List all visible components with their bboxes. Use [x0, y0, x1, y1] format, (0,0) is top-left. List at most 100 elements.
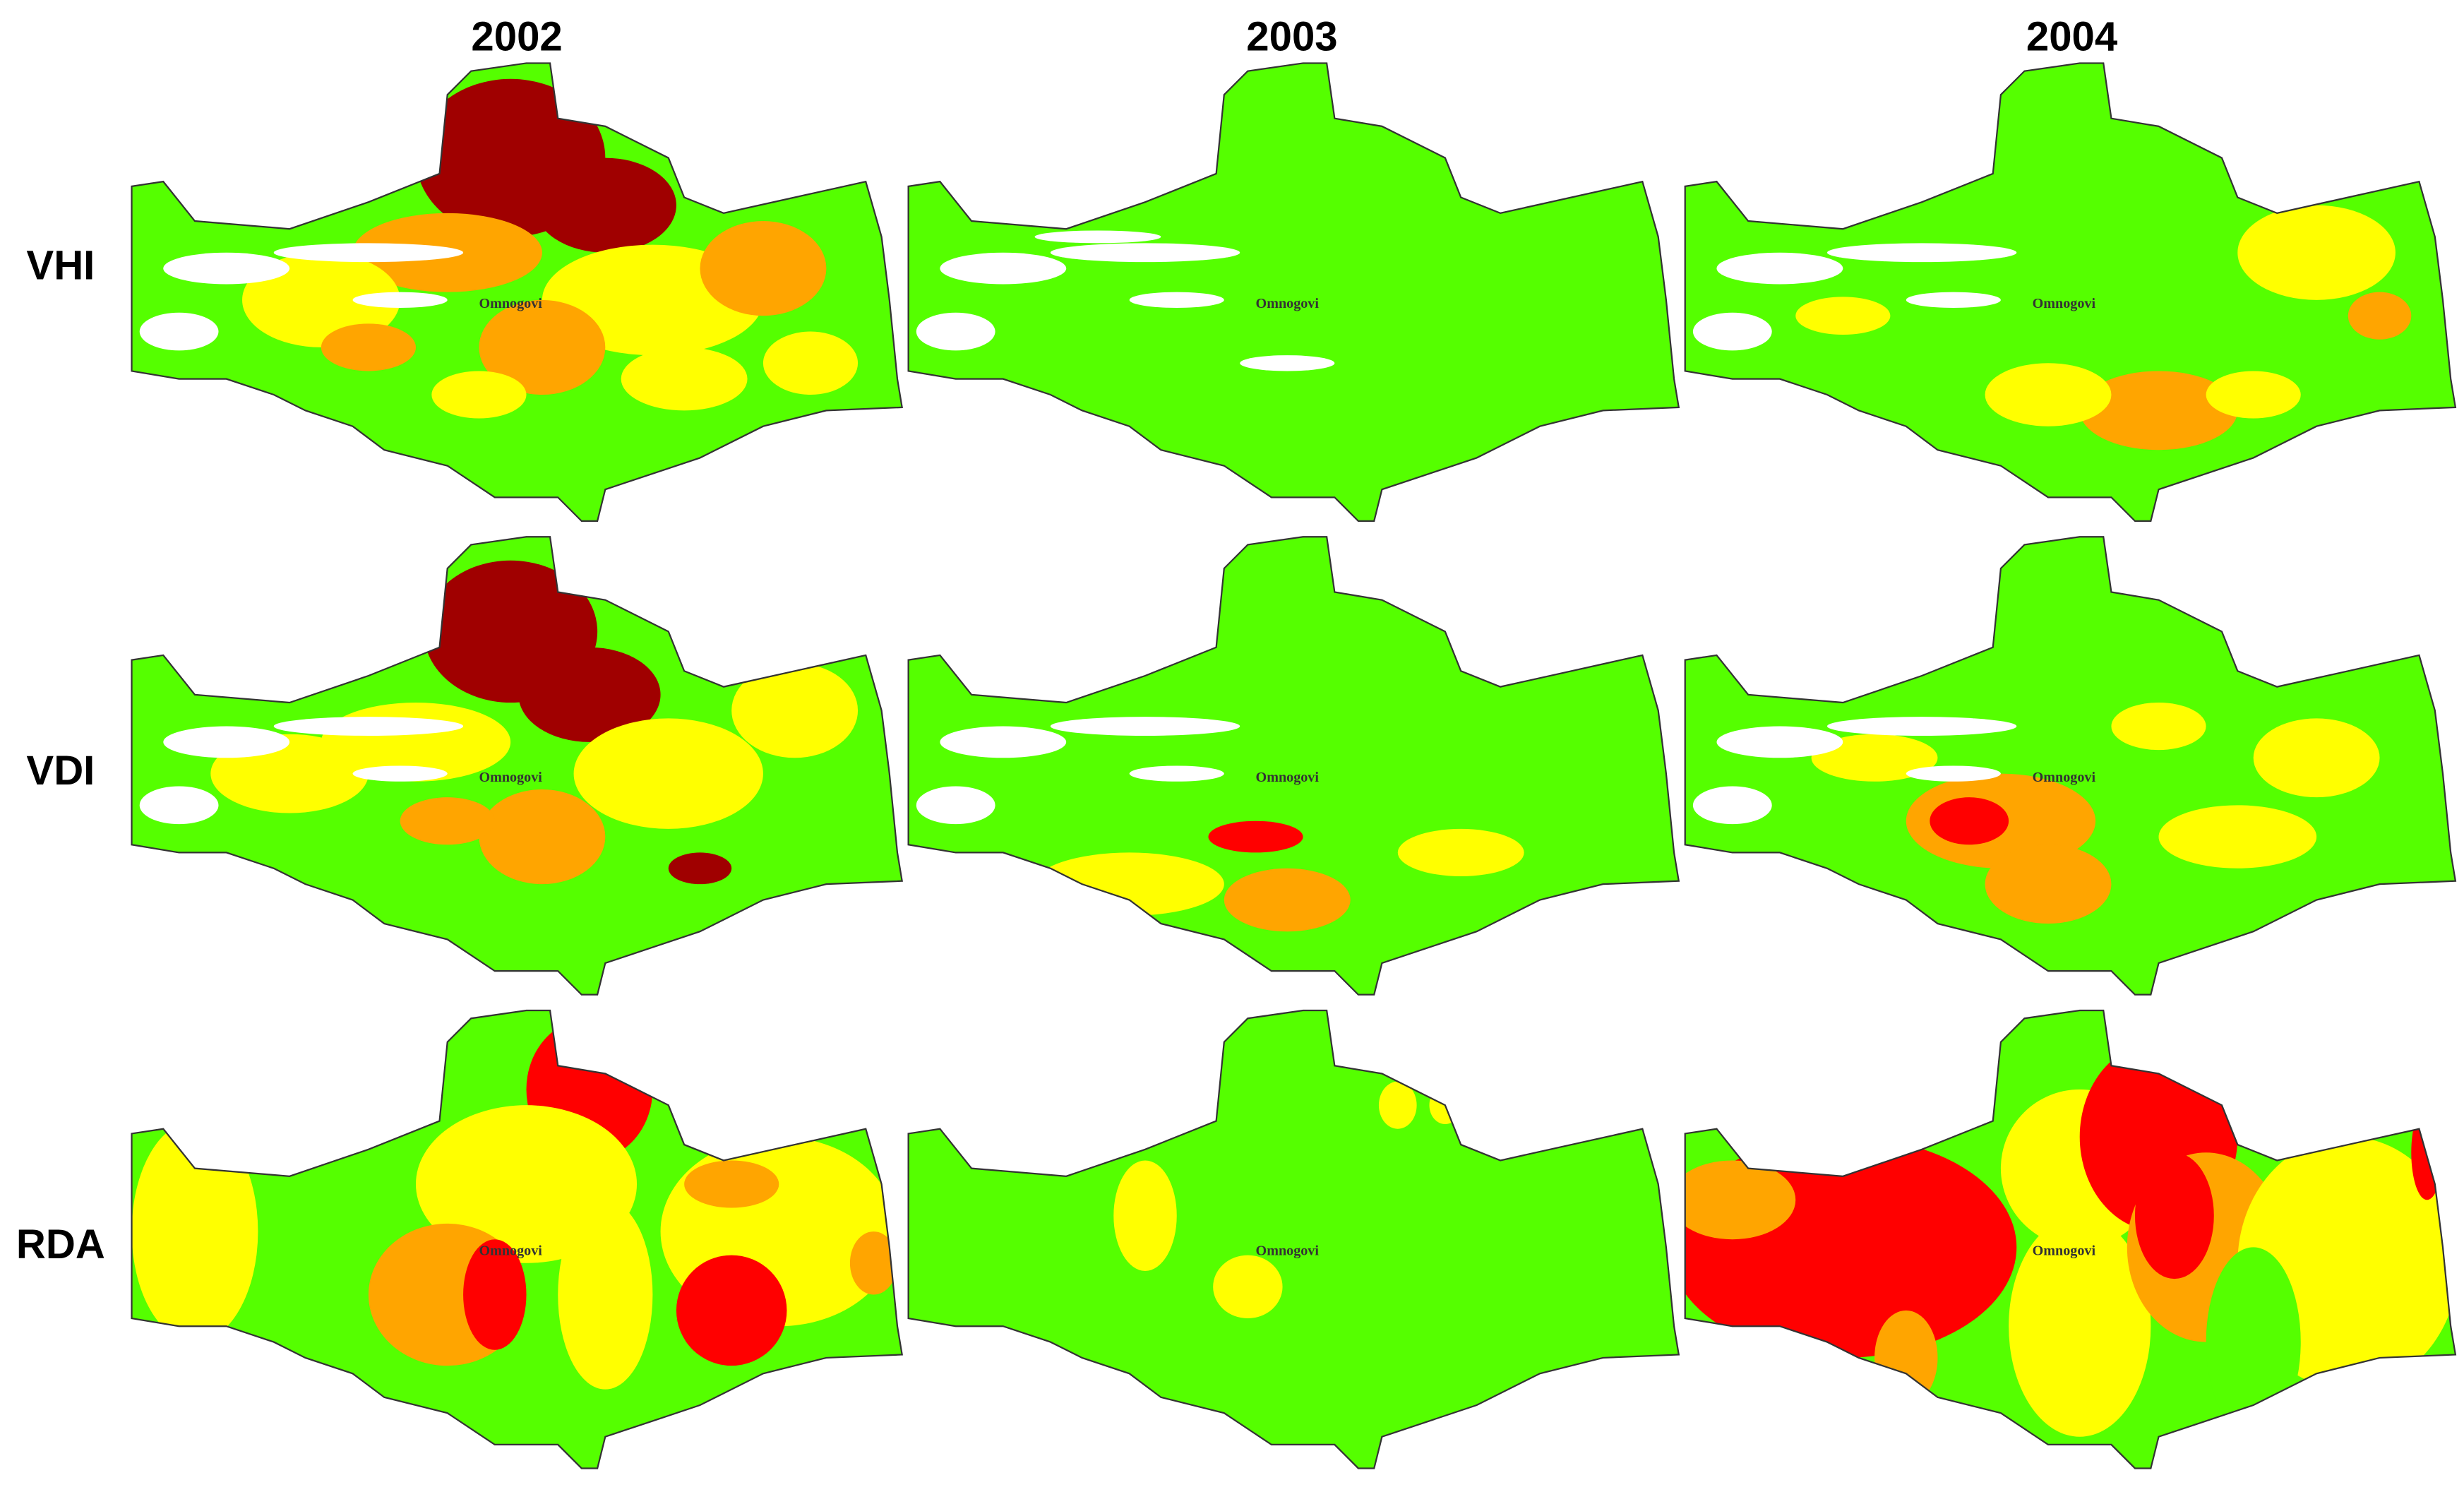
index-zone: [1795, 297, 1891, 335]
index-zone: [668, 852, 732, 885]
place-label: Omnogovi: [479, 770, 542, 785]
index-zone: [1685, 1160, 1796, 1240]
index-zone: [2253, 718, 2380, 798]
index-zone: [1716, 726, 1843, 758]
index-zone: [1034, 230, 1161, 244]
index-zone: [676, 1255, 787, 1366]
index-zone: [131, 1121, 258, 1342]
index-zone: [558, 1200, 653, 1390]
map-panel: Omnogovi: [907, 536, 1680, 996]
map-outline: [131, 1009, 903, 1469]
index-zone: [731, 663, 859, 758]
index-zone: [1898, 1405, 1946, 1469]
index-zone: [1129, 765, 1224, 782]
map-outline: [907, 62, 1680, 522]
place-label: Omnogovi: [2033, 296, 2096, 311]
column-header: 2003: [1246, 14, 1337, 60]
index-zone: [1378, 1081, 1417, 1129]
map-outline: [131, 62, 903, 522]
row-label: RDA: [16, 1222, 105, 1267]
index-zone: [1129, 292, 1224, 309]
index-zone: [684, 1160, 779, 1208]
index-zone: [163, 726, 290, 758]
index-zone: [1692, 786, 1772, 825]
index-zone: [479, 789, 606, 885]
index-zone: [2308, 915, 2388, 948]
index-zone: [2411, 1105, 2443, 1200]
column-header: 2002: [471, 14, 562, 60]
index-zone: [273, 717, 464, 736]
index-zone: [163, 252, 290, 285]
index-zone: [1985, 363, 2112, 426]
index-zone: [1113, 1160, 1177, 1271]
index-zone: [2134, 1152, 2214, 1279]
index-zone: [755, 915, 835, 948]
index-zone: [940, 726, 1067, 758]
index-zone: [755, 442, 835, 474]
index-zone: [2158, 805, 2317, 869]
index-zone: [431, 371, 527, 419]
index-zone: [352, 765, 448, 782]
map-panel: Omnogovi: [907, 1009, 1680, 1469]
index-zone: [2079, 371, 2238, 450]
index-zone: [352, 292, 448, 309]
index-zone: [2111, 703, 2206, 751]
map-panel: Omnogovi: [131, 1009, 903, 1469]
column-header: 2004: [2026, 14, 2118, 60]
index-zone: [1985, 845, 2112, 924]
place-label: Omnogovi: [479, 296, 542, 311]
map-outline: [1684, 62, 2457, 522]
row-label: VHI: [26, 242, 95, 288]
index-zone: [762, 331, 859, 395]
index-zone: [1692, 312, 1772, 351]
index-zone: [1826, 717, 2017, 736]
map-panel: Omnogovi: [907, 62, 1680, 522]
index-zone: [1397, 828, 1524, 876]
map-outline: [1684, 536, 2457, 996]
row-label: VDI: [26, 748, 95, 794]
index-zone: [1531, 915, 1611, 948]
place-label: Omnogovi: [1256, 770, 1320, 785]
index-zone: [2348, 292, 2412, 340]
map-outline: [1684, 1009, 2457, 1469]
index-zone: [1531, 442, 1611, 474]
index-zone: [849, 1231, 897, 1295]
place-label: Omnogovi: [479, 1243, 542, 1259]
map-panel: Omnogovi: [1684, 1009, 2457, 1469]
map-panel: Omnogovi: [131, 536, 903, 996]
index-zone: [534, 157, 676, 253]
index-zone: [1906, 765, 2001, 782]
index-zone: [479, 299, 606, 395]
index-zone: [700, 221, 827, 316]
map-outline: [907, 1009, 1680, 1469]
index-zone: [2237, 205, 2396, 300]
map-outline: [131, 536, 903, 996]
index-zone: [916, 786, 995, 825]
index-zone: [321, 323, 416, 371]
index-zone: [273, 243, 464, 263]
index-zone: [1906, 292, 2001, 309]
index-zone: [2009, 1215, 2151, 1437]
index-zone: [2206, 1247, 2301, 1437]
index-zone: [1240, 355, 1335, 371]
index-zone: [940, 252, 1067, 285]
index-zone: [1826, 243, 2017, 263]
place-label: Omnogovi: [2033, 770, 2096, 785]
index-zone: [1716, 252, 1843, 285]
place-label: Omnogovi: [1256, 296, 1320, 311]
index-zone: [1034, 852, 1224, 916]
index-zone: [1050, 243, 1240, 263]
index-zone: [573, 718, 763, 829]
index-zone: [2206, 371, 2301, 419]
index-zone: [463, 1239, 527, 1350]
index-zone: [400, 797, 495, 845]
map-panel: Omnogovi: [131, 62, 903, 522]
index-zone: [139, 786, 219, 825]
index-zone: [1811, 734, 1938, 782]
index-zone: [1213, 1255, 1283, 1319]
index-zone: [621, 347, 748, 411]
map-outline: [907, 536, 1680, 996]
index-zone: [1224, 868, 1351, 932]
